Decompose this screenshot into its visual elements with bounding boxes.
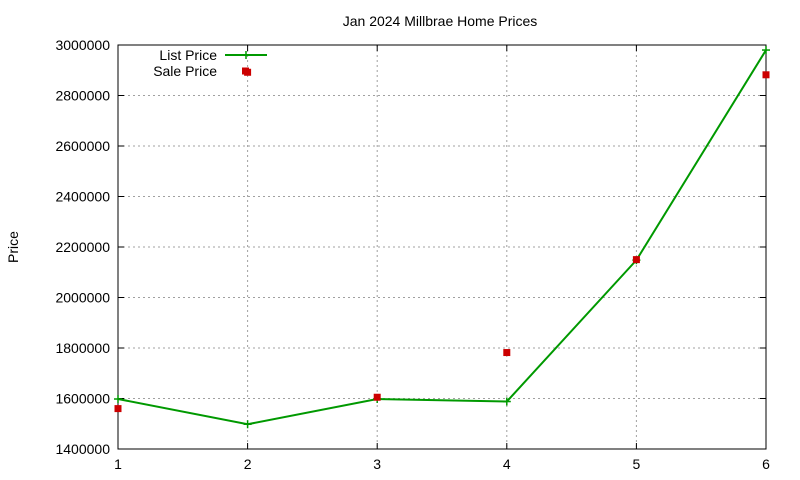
legend-label-sale-price: Sale Price — [153, 63, 217, 79]
x-tick-label: 5 — [633, 456, 641, 472]
sale-price-point — [762, 71, 770, 79]
y-tick-label: 2200000 — [55, 239, 110, 255]
list-price-point — [243, 420, 252, 429]
series-line-list-price — [117, 49, 767, 426]
y-tick-label: 1400000 — [55, 441, 110, 457]
legend: List Price Sale Price — [153, 47, 267, 79]
y-axis-label: Price — [5, 231, 21, 263]
legend-marker-list-price — [242, 51, 250, 59]
list-price-point — [762, 46, 770, 55]
sale-price-point — [114, 405, 122, 413]
y-axis-tick-labels: 1400000 1600000 1800000 2000000 2200000 24000… — [55, 37, 110, 457]
chart-title: Jan 2024 Millbrae Home Prices — [343, 13, 538, 29]
x-tick-label: 6 — [762, 456, 770, 472]
y-tick-label: 1800000 — [55, 340, 110, 356]
x-tick-label: 2 — [244, 456, 252, 472]
x-tick-label: 4 — [503, 456, 511, 472]
y-tick-label: 2000000 — [55, 290, 110, 306]
x-tick-label: 3 — [373, 456, 381, 472]
sale-price-point — [503, 349, 511, 357]
sale-price-point — [373, 393, 381, 401]
legend-marker-sale-price — [242, 67, 249, 75]
legend-plus-marker — [242, 51, 250, 59]
x-axis-tick-labels: 1 2 3 4 5 6 — [114, 456, 770, 472]
y-tick-label: 2800000 — [55, 88, 110, 104]
y-tick-label: 2600000 — [55, 138, 110, 154]
y-tick-label: 3000000 — [55, 37, 110, 53]
axis-ticks — [117, 44, 767, 450]
y-tick-label: 2400000 — [55, 189, 110, 205]
x-tick-label: 1 — [114, 456, 122, 472]
list-price-point — [502, 397, 511, 406]
grid-lines — [118, 45, 766, 449]
sale-price-point — [632, 256, 640, 264]
series-layer — [114, 46, 770, 429]
y-tick-label: 1600000 — [55, 391, 110, 407]
legend-label-list-price: List Price — [159, 47, 217, 63]
list-price-point — [114, 395, 122, 404]
